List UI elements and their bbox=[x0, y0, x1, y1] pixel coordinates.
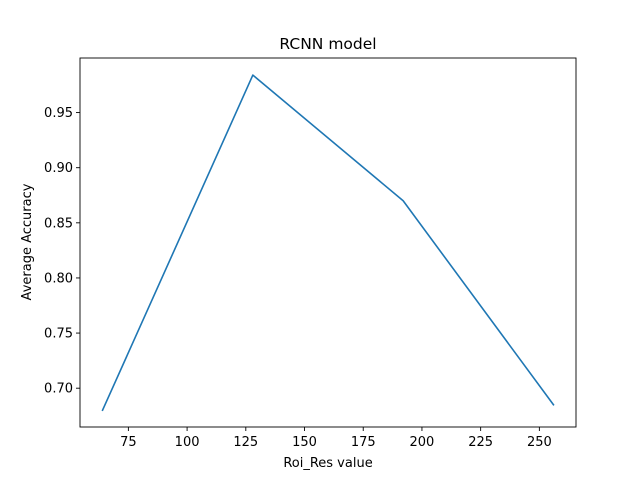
x-tick-label: 100 bbox=[175, 435, 200, 450]
x-tick-label: 200 bbox=[410, 435, 435, 450]
y-tick-label: 0.95 bbox=[44, 106, 73, 121]
x-axis: 75 100 125 150 175 200 225 250 bbox=[120, 427, 552, 450]
y-axis: 0.70 0.75 0.80 0.85 0.90 0.95 bbox=[44, 106, 80, 397]
series-line-0 bbox=[101, 74, 555, 412]
y-tick-label: 0.75 bbox=[44, 327, 73, 342]
y-axis-label: Average Accuracy bbox=[20, 183, 35, 300]
y-tick-label: 0.90 bbox=[44, 161, 73, 176]
x-tick-label: 75 bbox=[120, 435, 137, 450]
x-tick-label: 125 bbox=[233, 435, 258, 450]
plot-frame bbox=[79, 57, 577, 428]
x-tick-label: 150 bbox=[292, 435, 317, 450]
x-axis-label: Roi_Res value bbox=[283, 456, 372, 471]
y-tick-label: 0.70 bbox=[44, 382, 73, 397]
x-tick-label: 225 bbox=[468, 435, 493, 450]
plot-area bbox=[79, 57, 577, 428]
x-tick-label: 175 bbox=[351, 435, 376, 450]
y-tick-label: 0.80 bbox=[44, 271, 73, 286]
x-tick-label: 250 bbox=[527, 435, 552, 450]
chart-title: RCNN model bbox=[279, 35, 376, 53]
y-tick-label: 0.85 bbox=[44, 216, 73, 231]
